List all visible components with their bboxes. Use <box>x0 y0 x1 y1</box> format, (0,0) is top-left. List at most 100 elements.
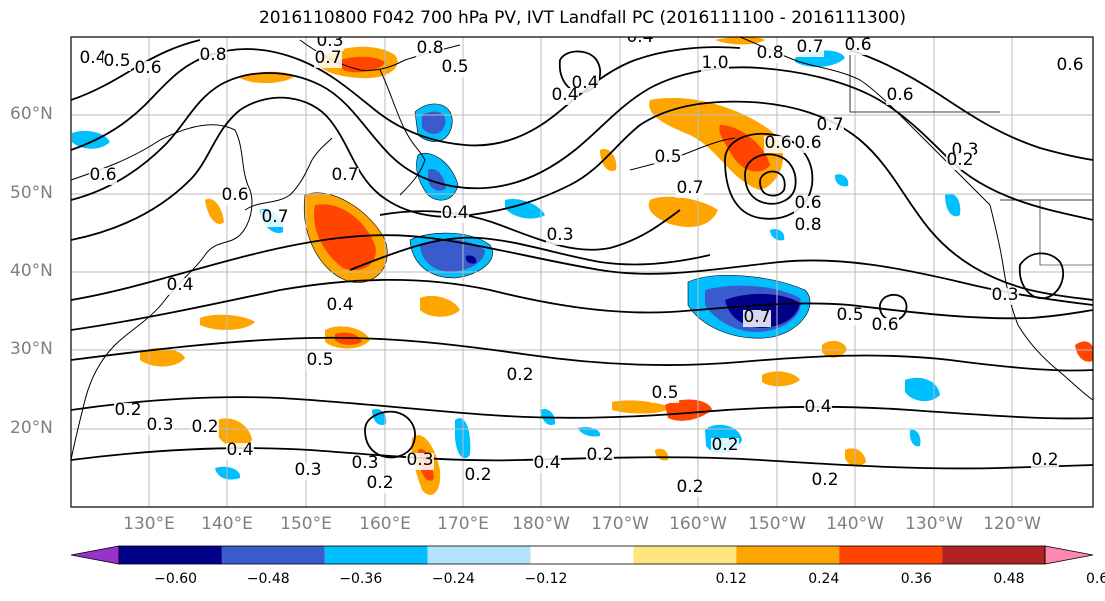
contour-label-bg <box>654 150 682 167</box>
longitude-label: 170°E <box>437 514 489 534</box>
colorbar-tick-label: −0.48 <box>246 571 290 587</box>
contour-label: 0.6 <box>89 165 116 185</box>
contour-label: 1.0 <box>701 53 728 73</box>
contour-label-bg <box>711 438 739 455</box>
contour-label-bg <box>946 153 974 170</box>
shade-positive-20 <box>600 149 617 171</box>
contour-label: 0.5 <box>103 51 130 71</box>
contour-5 <box>71 447 1093 470</box>
contour-label: 0.2 <box>946 150 973 170</box>
contour-label: 0.7 <box>796 37 823 57</box>
contour-label-bg <box>366 476 394 493</box>
longitude-label: 150°E <box>280 514 332 534</box>
contour-label: 0.7 <box>314 48 341 68</box>
map-frame <box>70 36 1094 508</box>
contour-low-center-3 <box>759 170 786 197</box>
shade-positive-14 <box>665 399 712 421</box>
contour-label-bg <box>796 40 824 57</box>
border-us <box>1039 200 1093 266</box>
contour-label: 0.4 <box>79 48 106 68</box>
contour-labels: 0.40.5 0.80.30.7 0.80.50.41.0 0.8 0.7 0.60.70… <box>79 35 1084 497</box>
contour-label-bg <box>166 278 194 295</box>
contour-low-center-2 <box>744 153 797 205</box>
contour-label-bg <box>586 448 614 465</box>
contour-label: 0.2 <box>464 465 491 485</box>
shade-positive-6 <box>648 196 718 228</box>
latitude-label: 30°N <box>10 339 53 359</box>
longitude-label: 120°W <box>983 514 1041 534</box>
shade-negative-6 <box>72 130 110 149</box>
contour-label: 0.6 <box>794 133 821 153</box>
contour-label: 0.2 <box>191 417 218 437</box>
contour-label: 0.6 <box>764 133 791 153</box>
contour-label-bg <box>294 463 322 480</box>
contour-label: 0.2 <box>676 477 703 497</box>
contour-label-bg <box>506 368 534 385</box>
contour-label: 0.6 <box>844 35 871 55</box>
shade-positive-15 <box>762 371 800 387</box>
contour-label-bg <box>676 181 704 198</box>
contour-label: 0.5 <box>306 350 333 370</box>
colorbar-bin <box>942 546 1045 564</box>
contour-label-bg <box>626 37 654 47</box>
colorbar-tick-label: −0.36 <box>339 571 383 587</box>
contour-label-bg <box>114 403 142 420</box>
colorbar-bin <box>427 546 531 564</box>
contour-label: 0.4 <box>226 440 253 460</box>
contour-label: 0.3 <box>991 285 1018 305</box>
contour-label: 0.8 <box>416 38 443 58</box>
contour-label-bg <box>134 61 162 78</box>
contour-label: 0.4 <box>441 203 468 223</box>
contour-label-bg <box>701 56 729 73</box>
contour-label-bg <box>79 51 107 68</box>
latitude-label: 20°N <box>10 418 53 438</box>
contour-label-bg <box>103 54 131 71</box>
contour-label-bg <box>991 288 1019 305</box>
colorbar-tick-label: −0.60 <box>154 571 198 587</box>
shade-negative-2-core <box>465 255 477 264</box>
contour-label-bg <box>464 468 492 485</box>
colorbar-extend-high <box>1044 545 1094 565</box>
contour-label: 0.2 <box>711 435 738 455</box>
contour-label-bg <box>651 386 679 403</box>
page-title: 2016110800 F042 700 hPa PV, IVT Landfall… <box>258 8 906 28</box>
contour-label-bg <box>871 318 899 335</box>
contour-label-bg <box>441 60 469 77</box>
contour-label: 0.6 <box>871 315 898 335</box>
contour-label: 0.6 <box>134 58 161 78</box>
contour-label-bg <box>406 453 434 470</box>
contour-label: 0.4 <box>804 397 831 417</box>
contour-label: 0.3 <box>146 415 173 435</box>
contour-1 <box>71 234 1093 306</box>
contour-label: 0.5 <box>836 305 863 325</box>
contour-7 <box>71 66 1093 221</box>
contour-label-bg <box>331 168 359 185</box>
contour-loop-4 <box>1018 252 1065 299</box>
colorbar-tick-label: 0.36 <box>900 571 932 587</box>
contour-label: 0.2 <box>114 400 141 420</box>
graticule <box>71 37 1093 507</box>
coast-kamchatka <box>379 69 426 196</box>
longitude-label: 160°W <box>669 514 727 534</box>
contour-label: 0.3 <box>546 225 573 245</box>
contour-label-bg <box>546 228 574 245</box>
contour-label-bg <box>804 400 832 417</box>
contour-label-bg <box>1031 453 1059 470</box>
shade-positive-21 <box>655 448 669 461</box>
contour-label-bg <box>811 473 839 490</box>
colorbar-tick-label: 0.60 <box>1085 571 1105 587</box>
contour-label-bg <box>226 443 254 460</box>
contour-label-bg <box>794 196 822 213</box>
contour-label-bg <box>146 418 174 435</box>
contour-label: 0.3 <box>294 460 321 480</box>
shade-negative-3-core <box>422 111 446 134</box>
coast-aleutians <box>629 137 736 171</box>
contour-label-bg <box>306 353 334 370</box>
contour-label-bg <box>441 206 469 223</box>
contour-label-bg <box>743 310 771 327</box>
contour-label-bg <box>551 88 579 105</box>
colorbar-tick-label: 0.12 <box>715 571 747 587</box>
longitude-label: 130°E <box>123 514 175 534</box>
contour-label: 0.2 <box>366 473 393 493</box>
